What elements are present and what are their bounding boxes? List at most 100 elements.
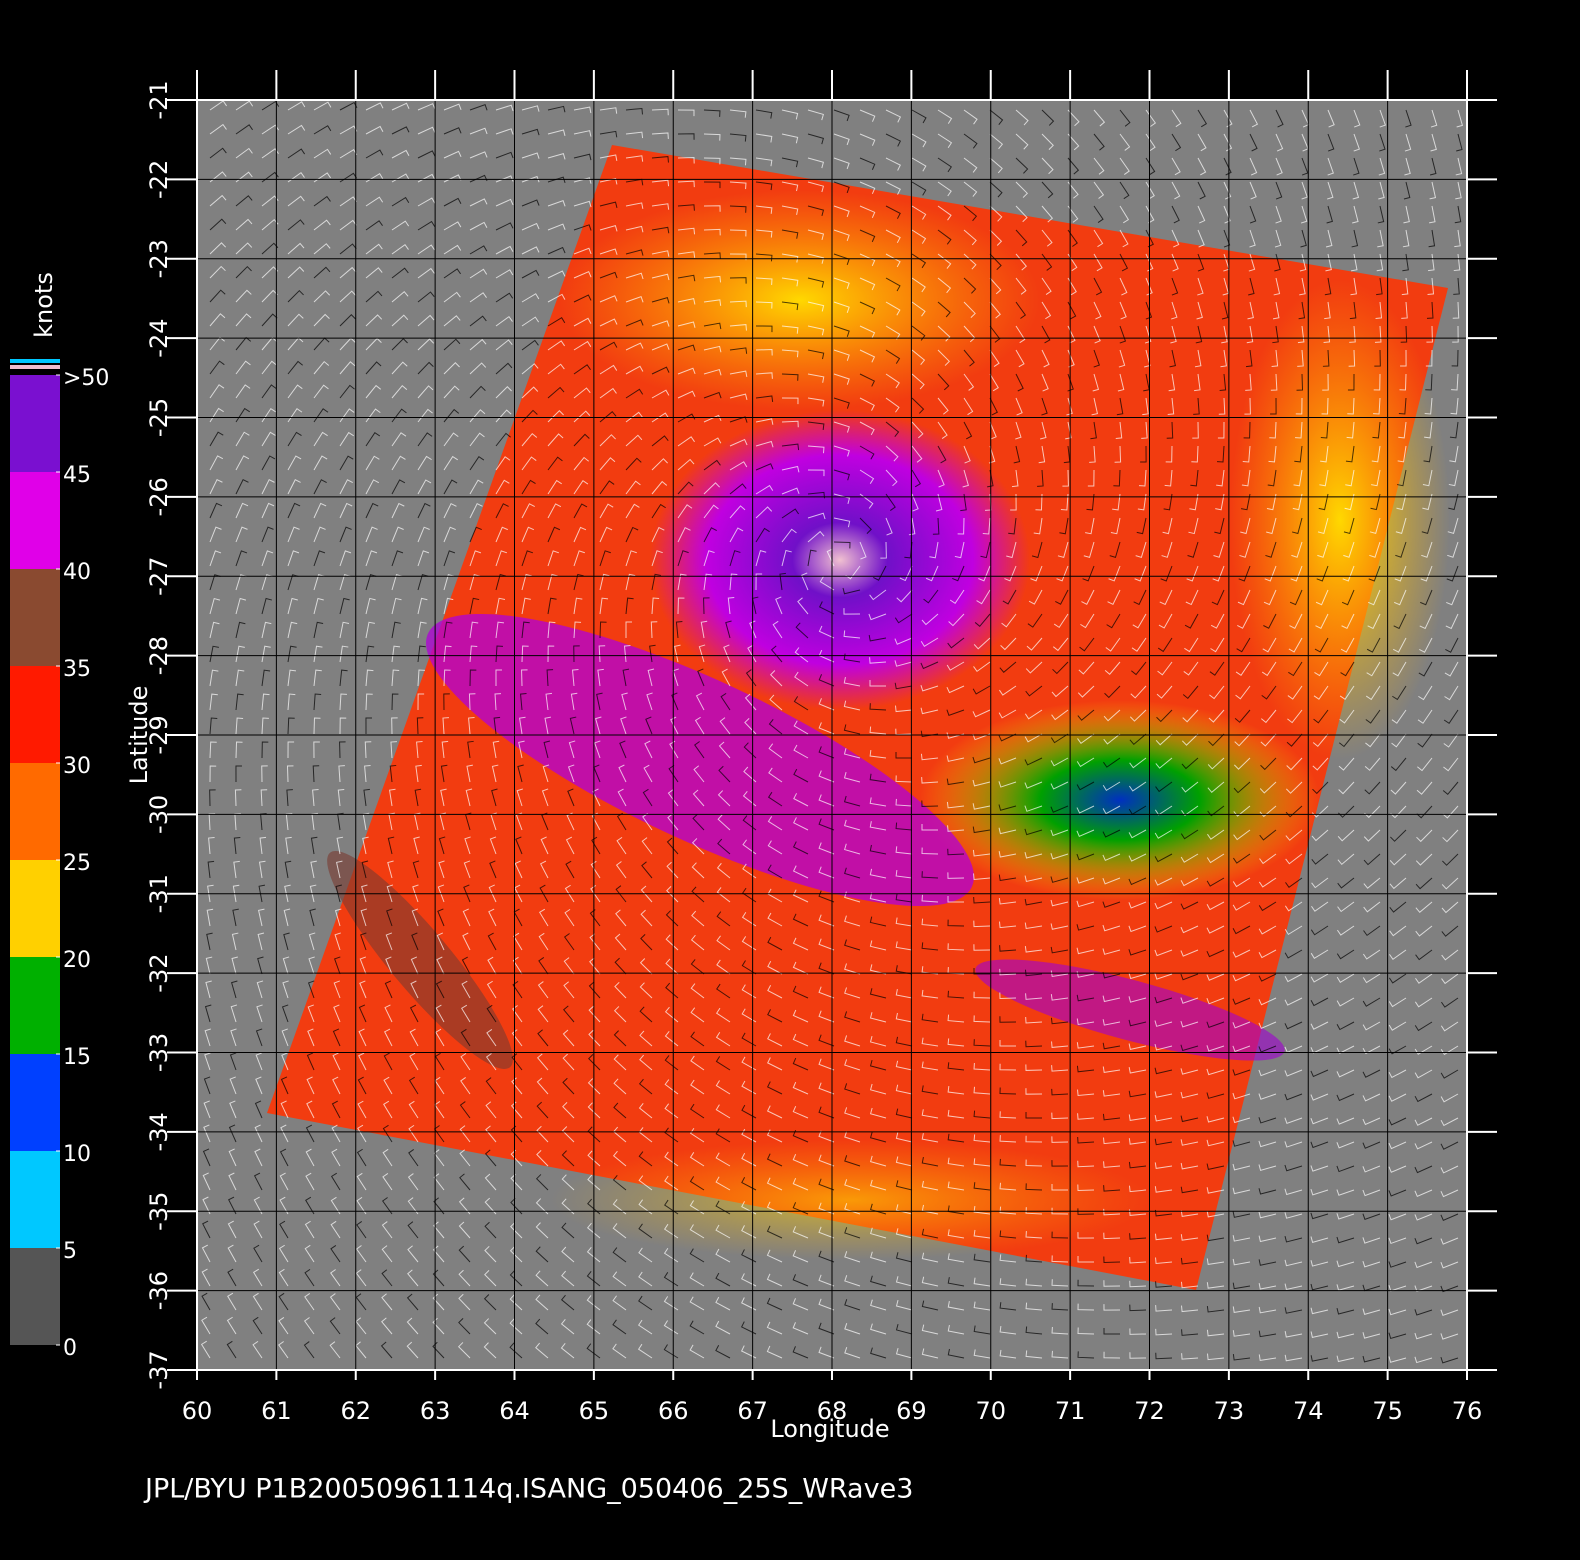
wind-barb xyxy=(209,741,217,759)
wind-barb xyxy=(1389,925,1407,937)
wind-barb xyxy=(947,1229,965,1239)
wind-barb xyxy=(755,157,773,167)
wind-barb xyxy=(1346,421,1355,439)
wind-barb xyxy=(1451,373,1459,391)
wind-barb xyxy=(443,455,458,471)
wind-barb xyxy=(781,157,799,168)
wind-barb xyxy=(1259,853,1277,865)
wind-barb xyxy=(599,503,614,519)
wind-barb xyxy=(920,661,939,670)
wind-barb xyxy=(406,1293,419,1311)
wind-barb xyxy=(844,1131,861,1143)
wind-barb xyxy=(1181,805,1199,816)
wind-barb xyxy=(937,277,952,294)
wind-barb xyxy=(535,1174,549,1191)
wind-barb xyxy=(755,181,773,191)
wind-barb xyxy=(947,895,965,903)
wind-barb xyxy=(1414,1261,1433,1269)
wind-barb xyxy=(334,908,342,927)
wind-barb xyxy=(1128,1019,1147,1027)
wind-barb xyxy=(469,550,482,567)
wind-barb xyxy=(521,621,530,639)
wind-barb xyxy=(433,1221,445,1239)
wind-barb xyxy=(408,1124,419,1143)
wind-barb xyxy=(1128,1161,1147,1169)
wind-barb xyxy=(781,373,799,381)
wind-barb xyxy=(651,526,665,543)
wind-barb xyxy=(1194,373,1201,392)
wind-barb xyxy=(1451,349,1459,367)
wind-barb xyxy=(287,717,295,735)
wind-barb xyxy=(1414,1237,1433,1245)
wind-barb xyxy=(1310,1331,1329,1338)
wind-barb xyxy=(1350,277,1357,296)
wind-barb xyxy=(469,315,487,327)
wind-barb xyxy=(651,435,669,447)
wind-barb xyxy=(741,1104,757,1119)
wind-barb xyxy=(417,103,436,111)
wind-barb xyxy=(1112,493,1121,511)
wind-barb xyxy=(1285,853,1303,865)
wind-barb xyxy=(972,779,991,787)
wind-barb xyxy=(390,741,397,759)
wind-barb xyxy=(1337,853,1355,866)
wind-barb xyxy=(1079,637,1095,652)
wind-barb xyxy=(484,1173,497,1191)
wind-barb xyxy=(895,1060,913,1071)
wind-barb xyxy=(495,269,514,279)
wind-barb xyxy=(573,106,592,114)
wind-barb xyxy=(859,253,876,267)
wind-barb xyxy=(1024,805,1043,812)
wind-barb xyxy=(1076,829,1095,837)
wind-barb xyxy=(755,277,773,285)
wind-barb xyxy=(1284,1212,1303,1219)
wind-barb xyxy=(384,980,393,999)
wind-barb xyxy=(1363,901,1381,913)
wind-barb xyxy=(973,1205,991,1215)
wind-barb xyxy=(1274,229,1282,248)
wind-barb xyxy=(261,384,277,399)
wind-barb xyxy=(1057,541,1069,559)
wind-barb xyxy=(440,764,448,783)
wind-barb xyxy=(587,1102,601,1119)
wind-barb xyxy=(869,680,887,687)
wind-barb xyxy=(1015,181,1029,198)
wind-barb xyxy=(843,819,861,831)
wind-barb xyxy=(1156,685,1173,699)
wind-barb xyxy=(999,661,1017,673)
wind-barb xyxy=(252,1340,263,1359)
wind-barb xyxy=(563,1005,575,1023)
wind-barb xyxy=(946,709,965,716)
wind-barb xyxy=(1180,853,1199,863)
wind-barb xyxy=(665,958,679,975)
wind-barb xyxy=(1050,876,1069,883)
wind-barb xyxy=(1025,1302,1043,1311)
wind-barb xyxy=(235,289,252,303)
wind-barb xyxy=(716,959,731,975)
wind-barb xyxy=(254,1100,263,1119)
wind-barb xyxy=(885,469,898,487)
wind-barb xyxy=(381,1317,393,1335)
wind-barb xyxy=(1377,205,1385,224)
wind-barb xyxy=(547,105,566,113)
wind-barb xyxy=(512,956,523,975)
wind-barb xyxy=(1362,973,1381,984)
wind-barb xyxy=(1105,637,1121,652)
wind-barb xyxy=(781,508,800,519)
wind-barb xyxy=(690,1079,705,1095)
wind-barb xyxy=(1341,589,1355,606)
wind-barb xyxy=(1030,565,1043,582)
wind-barb xyxy=(1025,1350,1043,1359)
wind-barb xyxy=(1414,1332,1433,1340)
colorbar-tick-label: 25 xyxy=(63,851,91,876)
wind-barb xyxy=(844,1035,861,1047)
wind-barb xyxy=(391,693,399,711)
wind-barb xyxy=(599,364,618,375)
wind-barb xyxy=(690,1007,705,1023)
wind-barb xyxy=(201,1292,211,1311)
wind-barb xyxy=(946,778,965,786)
wind-barb xyxy=(818,1274,835,1287)
wind-barb xyxy=(885,253,901,268)
wind-barb xyxy=(1449,445,1459,463)
wind-barb xyxy=(1404,133,1412,152)
